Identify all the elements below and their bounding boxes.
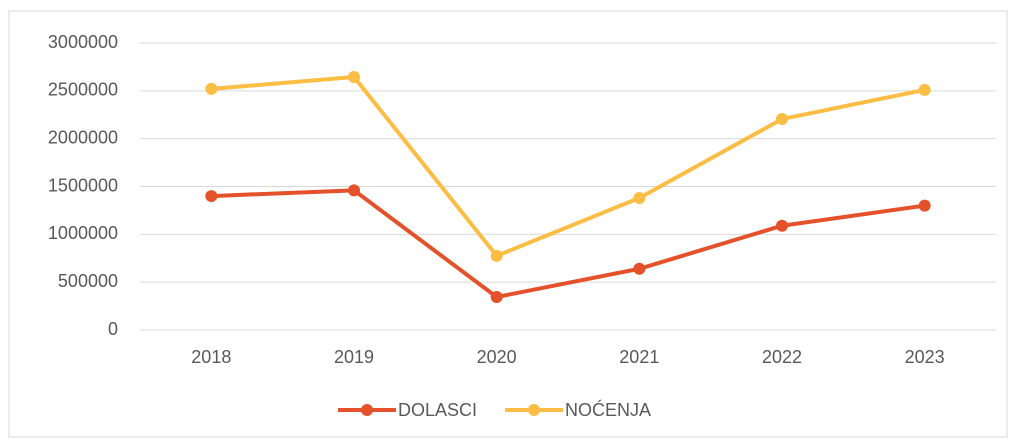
- series-line: [211, 74, 926, 258]
- data-point: [205, 190, 218, 203]
- data-point: [348, 184, 360, 197]
- data-point: [490, 249, 503, 262]
- y-tick-label: 500000: [58, 271, 118, 291]
- x-tick-label: 2021: [619, 347, 659, 367]
- x-tick-label: 2018: [191, 347, 231, 367]
- y-tick-label: 1500000: [48, 175, 118, 195]
- data-point: [918, 83, 931, 96]
- y-tick-label: 2500000: [48, 80, 118, 100]
- legend-marker: [528, 404, 540, 416]
- data-point: [205, 82, 218, 95]
- data-point: [633, 262, 646, 275]
- x-tick-label: 2022: [762, 347, 802, 367]
- y-tick-label: 3000000: [48, 32, 118, 52]
- x-tick-label: 2023: [905, 347, 945, 367]
- data-point: [776, 219, 788, 232]
- legend-marker: [361, 404, 373, 416]
- chart-frame: [8, 10, 1008, 438]
- y-tick-label: 2000000: [48, 127, 118, 147]
- data-point: [918, 199, 931, 212]
- y-tick-label: 0: [108, 319, 118, 339]
- legend-label: NOĆENJA: [565, 399, 651, 420]
- x-tick-label: 2020: [477, 347, 517, 367]
- data-point: [490, 290, 503, 303]
- legend-label: DOLASCI: [398, 400, 477, 420]
- data-point: [348, 70, 360, 83]
- data-point: [633, 191, 646, 204]
- data-point: [776, 113, 788, 126]
- series-line: [211, 188, 925, 299]
- x-tick-label: 2019: [334, 347, 374, 367]
- y-tick-label: 1000000: [48, 223, 118, 243]
